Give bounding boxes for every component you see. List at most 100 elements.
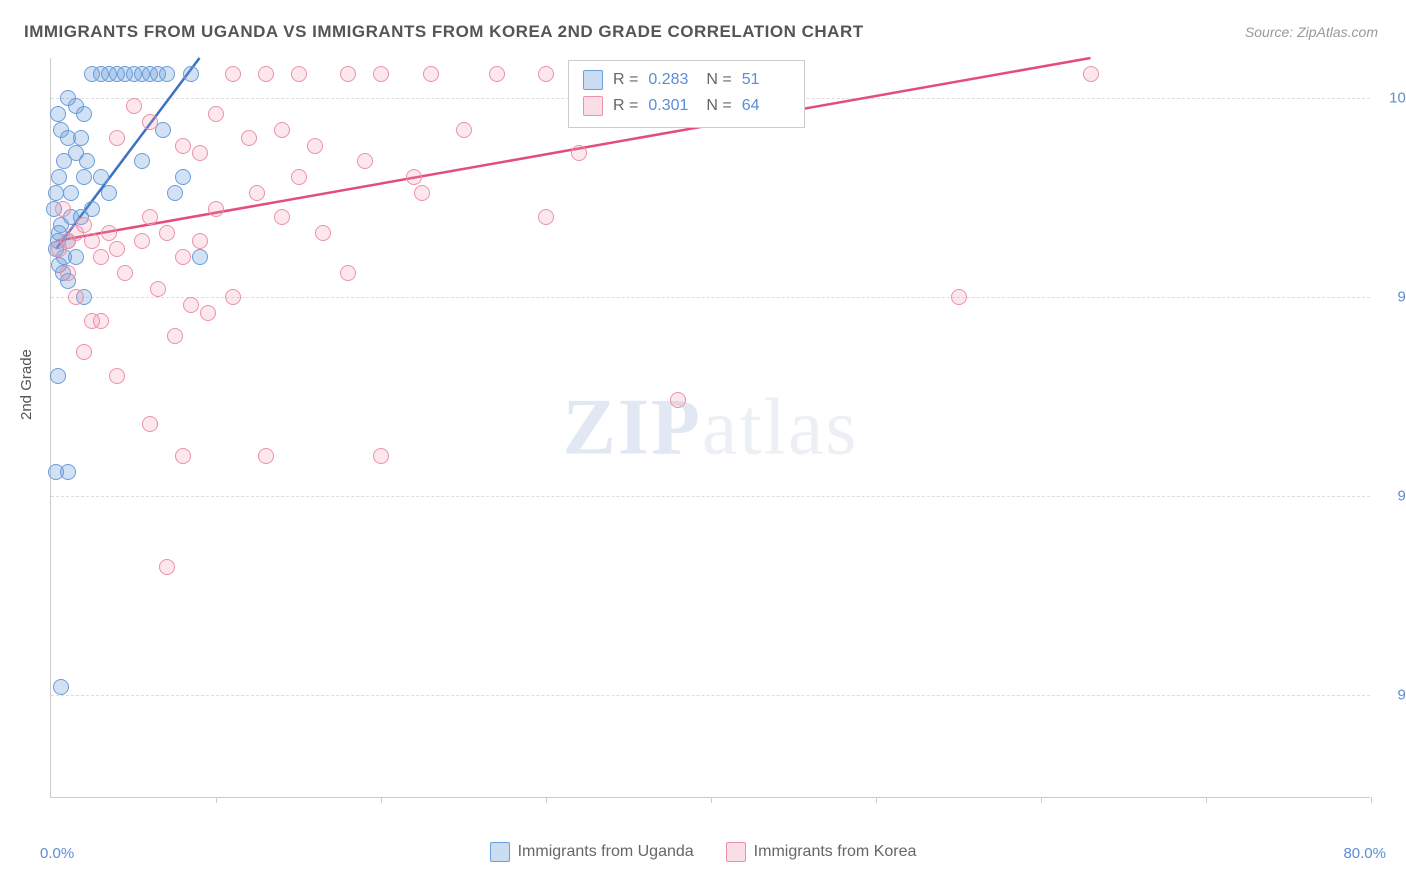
scatter-marker	[76, 344, 92, 360]
bottom-legend: Immigrants from Uganda Immigrants from Ko…	[0, 842, 1406, 862]
scatter-marker	[159, 559, 175, 575]
scatter-marker	[73, 130, 89, 146]
scatter-marker	[79, 153, 95, 169]
scatter-marker	[63, 185, 79, 201]
scatter-marker	[258, 448, 274, 464]
scatter-marker	[489, 66, 505, 82]
stat-r-value: 0.283	[648, 71, 696, 89]
scatter-marker	[340, 265, 356, 281]
scatter-marker	[142, 209, 158, 225]
legend-label: Immigrants from Uganda	[518, 843, 694, 861]
scatter-marker	[68, 289, 84, 305]
scatter-marker	[76, 169, 92, 185]
scatter-marker	[48, 185, 64, 201]
scatter-marker	[68, 98, 84, 114]
scatter-marker	[340, 66, 356, 82]
scatter-marker	[53, 122, 69, 138]
scatter-marker	[241, 130, 257, 146]
stat-n-value: 51	[742, 71, 790, 89]
scatter-marker	[274, 209, 290, 225]
legend-swatch-icon	[726, 842, 746, 862]
scatter-marker	[670, 392, 686, 408]
scatter-marker	[76, 217, 92, 233]
scatter-marker	[167, 185, 183, 201]
scatter-marker	[101, 185, 117, 201]
legend-item: Immigrants from Uganda	[490, 842, 694, 862]
scatter-marker	[68, 249, 84, 265]
scatter-marker	[414, 185, 430, 201]
stat-swatch-icon	[583, 70, 603, 90]
scatter-marker	[109, 130, 125, 146]
scatter-marker	[200, 305, 216, 321]
scatter-marker	[225, 289, 241, 305]
scatter-marker	[315, 225, 331, 241]
stat-swatch-icon	[583, 96, 603, 116]
stat-row: R =0.283N =51	[583, 67, 790, 93]
scatter-marker	[538, 209, 554, 225]
x-tick	[1371, 797, 1372, 803]
scatter-marker	[126, 98, 142, 114]
scatter-marker	[175, 138, 191, 154]
legend-swatch-icon	[490, 842, 510, 862]
legend-item: Immigrants from Korea	[726, 842, 917, 862]
scatter-marker	[406, 169, 422, 185]
scatter-marker	[109, 368, 125, 384]
scatter-marker	[53, 679, 69, 695]
scatter-marker	[1083, 66, 1099, 82]
scatter-marker	[192, 145, 208, 161]
scatter-marker	[249, 185, 265, 201]
stat-row: R = 0.301 N = 64	[583, 93, 790, 119]
stat-r-value: 0.301	[648, 97, 696, 115]
scatter-marker	[159, 66, 175, 82]
scatter-marker	[93, 249, 109, 265]
scatter-marker	[538, 66, 554, 82]
chart-source: Source: ZipAtlas.com	[1245, 24, 1378, 40]
scatter-marker	[225, 66, 241, 82]
scatter-marker	[60, 464, 76, 480]
scatter-marker	[134, 153, 150, 169]
scatter-marker	[258, 66, 274, 82]
trend-overlay	[51, 58, 1371, 798]
scatter-marker	[109, 241, 125, 257]
y-tick-label: 92.5%	[1380, 686, 1406, 703]
y-axis-label: 2nd Grade	[18, 349, 35, 420]
y-tick-label: 95.0%	[1380, 487, 1406, 504]
scatter-marker	[167, 328, 183, 344]
scatter-marker	[192, 249, 208, 265]
stat-n-value: 64	[742, 97, 790, 115]
scatter-marker	[456, 122, 472, 138]
scatter-marker	[175, 448, 191, 464]
scatter-marker	[117, 265, 133, 281]
scatter-marker	[51, 169, 67, 185]
scatter-marker	[142, 416, 158, 432]
y-tick-label: 100.0%	[1380, 89, 1406, 106]
scatter-marker	[150, 281, 166, 297]
scatter-marker	[291, 66, 307, 82]
correlation-stat-box: R =0.283N =51 R = 0.301 N = 64	[568, 60, 805, 128]
scatter-marker	[208, 106, 224, 122]
scatter-marker	[423, 66, 439, 82]
scatter-marker	[84, 233, 100, 249]
scatter-marker	[951, 289, 967, 305]
scatter-marker	[183, 66, 199, 82]
y-tick-label: 97.5%	[1380, 288, 1406, 305]
scatter-marker	[55, 201, 71, 217]
scatter-marker	[183, 297, 199, 313]
scatter-marker	[571, 145, 587, 161]
scatter-marker	[142, 114, 158, 130]
scatter-marker	[307, 138, 323, 154]
scatter-marker	[208, 201, 224, 217]
stat-r-label: R =	[613, 97, 638, 115]
scatter-marker	[274, 122, 290, 138]
legend-label: Immigrants from Korea	[754, 843, 917, 861]
plot-area: ZIPatlas 92.5%95.0%97.5%100.0%	[50, 58, 1370, 798]
stat-n-label: N =	[706, 97, 731, 115]
chart-title: IMMIGRANTS FROM UGANDA VS IMMIGRANTS FRO…	[24, 22, 864, 42]
scatter-marker	[93, 169, 109, 185]
scatter-marker	[357, 153, 373, 169]
scatter-marker	[60, 265, 76, 281]
scatter-marker	[84, 313, 100, 329]
scatter-marker	[373, 66, 389, 82]
scatter-marker	[50, 106, 66, 122]
scatter-marker	[373, 448, 389, 464]
